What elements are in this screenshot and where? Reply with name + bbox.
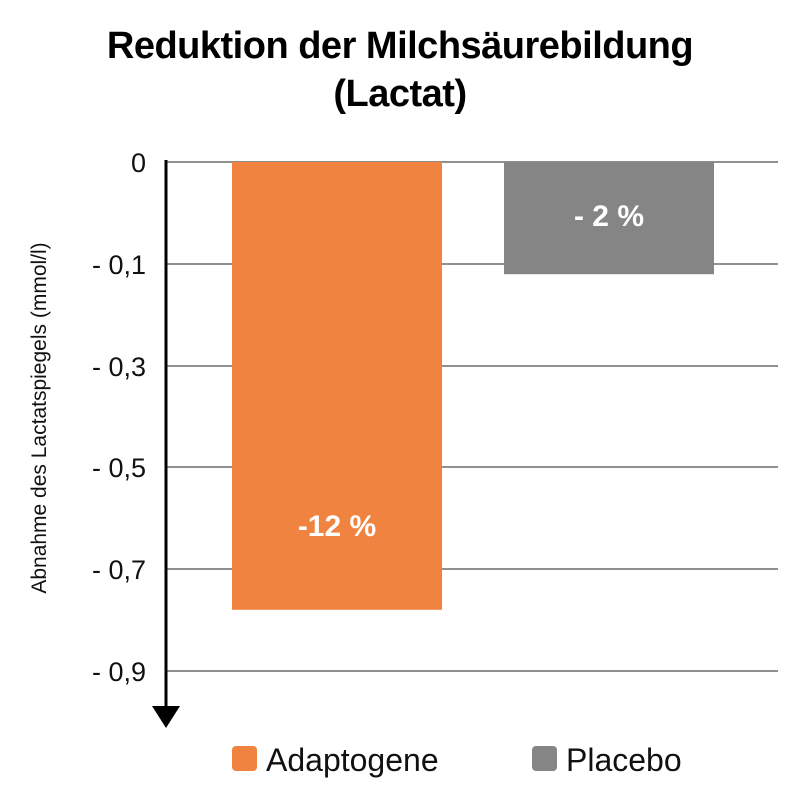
data-label: -12 % [298, 510, 376, 543]
y-tick-label: - 0,3 [92, 352, 146, 382]
bar-placebo [504, 162, 714, 275]
y-tick-label: 0 [131, 148, 146, 178]
data-label: - 2 % [574, 200, 644, 233]
legend-label: Placebo [566, 742, 682, 778]
y-tick-label: - 0,7 [92, 555, 146, 585]
y-tick-label: - 0,1 [92, 250, 146, 280]
legend-label: Adaptogene [266, 742, 439, 778]
y-tick-label: - 0,9 [92, 657, 146, 687]
y-axis-title: Abnahme des Lactatspiegels (mmol/l) [28, 242, 51, 593]
chart-title-line-2: (Lactat) [333, 73, 467, 115]
y-axis-arrow-icon [152, 706, 180, 728]
y-tick-label: - 0,5 [92, 453, 146, 483]
chart-title: Reduktion der Milchsäurebildung (Lactat) [0, 22, 800, 118]
chart-title-line-1: Reduktion der Milchsäurebildung [106, 25, 694, 67]
legend-swatch [232, 746, 257, 771]
legend-swatch [532, 746, 557, 771]
bar-adaptogene [232, 162, 442, 610]
